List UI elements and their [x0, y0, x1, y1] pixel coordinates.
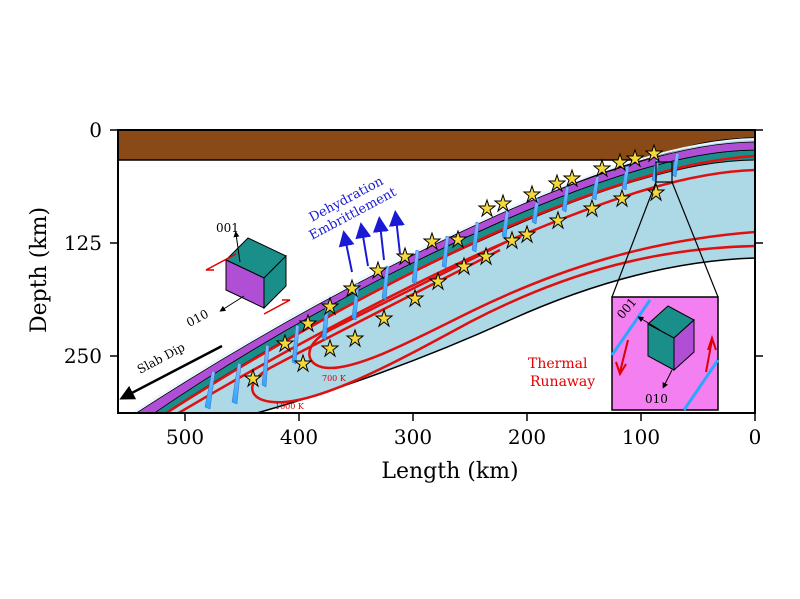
- embrittlement-needles: [204, 152, 680, 410]
- isotherm-1000-label: 1000 K: [275, 402, 305, 411]
- y-axis-label: Depth (km): [27, 207, 52, 333]
- isotherm-700-label: 700 K: [322, 374, 347, 383]
- x-tick-400: 400: [280, 425, 318, 449]
- thermal-label-2: Runaway: [530, 374, 595, 390]
- x-tick-500: 500: [166, 425, 204, 449]
- zoom-line-left: [611, 181, 657, 298]
- x-axis-label: Length (km): [381, 459, 518, 484]
- dehydration-arrows: [338, 210, 405, 273]
- earthquake-stars: [243, 143, 666, 388]
- x-tick-100: 100: [622, 425, 660, 449]
- x-tick-0: 0: [749, 425, 762, 449]
- inset-axis-010: 010: [645, 392, 668, 406]
- y-tick-125: 125: [64, 231, 102, 255]
- plot-frame: [117, 129, 756, 414]
- zoom-line-right: [671, 181, 719, 298]
- x-tick-300: 300: [394, 425, 432, 449]
- inset-crystal-panel: 001 010: [610, 295, 720, 411]
- slab-cross-section: [118, 130, 755, 413]
- slab-dip-arrow: [119, 344, 223, 400]
- isotherm-upper-1: [164, 154, 755, 413]
- thermal-label-1: Thermal: [528, 356, 588, 372]
- y-tick-250: 250: [64, 344, 102, 368]
- crystal-axis-001: 001: [216, 221, 239, 235]
- inset-source-box: [655, 161, 673, 183]
- isotherm-1000k: [251, 244, 755, 404]
- x-tick-200: 200: [508, 425, 546, 449]
- crystal-main: 001 010: [184, 221, 291, 330]
- x-ticks: [184, 413, 756, 421]
- isotherm-700k: [308, 230, 755, 370]
- y-ticks: [110, 129, 763, 357]
- slab-purple-band: [135, 141, 755, 413]
- y-tick-0: 0: [89, 118, 102, 142]
- slab-surface: [131, 138, 755, 413]
